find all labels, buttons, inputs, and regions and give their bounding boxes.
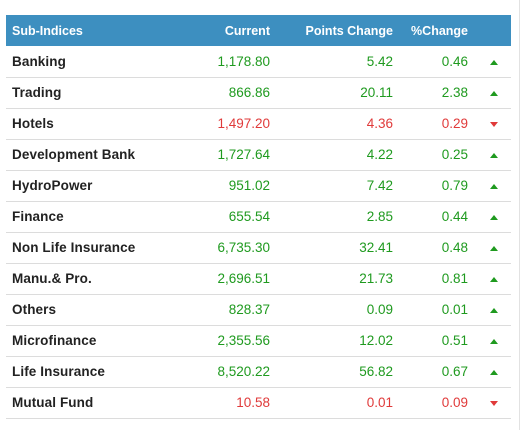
- table-row[interactable]: Others 828.37 0.09 0.01: [6, 294, 511, 325]
- current-value: 1,727.64: [217, 147, 270, 162]
- panel-right-border: [519, 0, 520, 430]
- points-change-value: 5.42: [366, 53, 393, 69]
- table-row[interactable]: Development Bank 1,727.64 4.22 0.25: [6, 139, 511, 170]
- trend-cell: [468, 356, 511, 387]
- points-change-value: 56.82: [359, 364, 393, 379]
- sub-index-name[interactable]: Others: [12, 302, 57, 317]
- column-header-points-change[interactable]: Points Change: [305, 23, 393, 38]
- arrow-up-icon: [489, 369, 498, 375]
- pct-change-value: 0.29: [441, 116, 468, 131]
- table-row[interactable]: Trading 866.86 20.11 2.38: [6, 77, 511, 108]
- pct-change-value: 0.48: [441, 240, 468, 255]
- sub-indices-table: Sub-Indices Current Points Change %Chang…: [6, 15, 511, 419]
- pct-change-value: 0.46: [441, 53, 468, 69]
- sub-indices-table-container: Sub-Indices Current Points Change %Chang…: [6, 15, 511, 419]
- pct-change-value: 0.44: [441, 209, 468, 224]
- table-row[interactable]: HydroPower 951.02 7.42 0.79: [6, 170, 511, 201]
- sub-index-name[interactable]: Hotels: [12, 116, 54, 131]
- trend-cell: [468, 139, 511, 170]
- pct-change-value: 0.79: [441, 178, 468, 193]
- points-change-value: 20.11: [360, 85, 393, 100]
- trend-cell: [468, 77, 511, 108]
- table-row[interactable]: Life Insurance 8,520.22 56.82 0.67: [6, 356, 511, 387]
- table-header: Sub-Indices Current Points Change %Chang…: [6, 15, 511, 46]
- sub-index-name[interactable]: Trading: [12, 85, 62, 100]
- sub-index-name[interactable]: Finance: [12, 209, 64, 224]
- trend-cell: [468, 387, 511, 418]
- current-value: 828.37: [228, 302, 270, 317]
- trend-cell: [468, 294, 511, 325]
- pct-change-value: 0.81: [441, 271, 468, 286]
- table-body: Banking 1,178.80 5.42 0.46 Trading 866.86 20.1…: [6, 46, 511, 418]
- arrow-down-icon: [489, 121, 498, 127]
- trend-cell: [468, 170, 511, 201]
- points-change-value: 2.85: [366, 209, 393, 224]
- pct-change-value: 0.67: [441, 364, 468, 379]
- pct-change-value: 0.51: [441, 333, 468, 348]
- pct-change-value: 0.09: [441, 395, 468, 410]
- current-value: 866.86: [228, 85, 270, 100]
- trend-cell: [468, 263, 511, 294]
- table-row[interactable]: Hotels 1,497.20 4.36 0.29: [6, 108, 511, 139]
- arrow-up-icon: [489, 307, 498, 313]
- column-header-pct-change[interactable]: %Change: [411, 23, 468, 38]
- points-change-value: 32.41: [359, 240, 393, 255]
- arrow-up-icon: [489, 90, 498, 96]
- trend-cell: [468, 201, 511, 232]
- arrow-up-icon: [489, 183, 498, 189]
- current-value: 8,520.22: [217, 364, 270, 379]
- current-value: 10.58: [236, 395, 270, 410]
- sub-index-name[interactable]: Non Life Insurance: [12, 240, 136, 255]
- sub-index-name[interactable]: Microfinance: [12, 333, 97, 348]
- sub-index-name[interactable]: Manu.& Pro.: [12, 271, 92, 286]
- sub-index-name[interactable]: Life Insurance: [12, 364, 105, 379]
- column-header-trend: [468, 15, 511, 46]
- trend-cell: [468, 232, 511, 263]
- arrow-up-icon: [489, 214, 498, 220]
- sub-index-name[interactable]: Mutual Fund: [12, 395, 94, 410]
- table-row[interactable]: Banking 1,178.80 5.42 0.46: [6, 46, 511, 77]
- table-row[interactable]: Finance 655.54 2.85 0.44: [6, 201, 511, 232]
- points-change-value: 0.01: [366, 395, 393, 410]
- arrow-down-icon: [489, 400, 498, 406]
- current-value: 2,696.51: [217, 271, 270, 286]
- current-value: 1,497.20: [217, 116, 270, 131]
- sub-index-name[interactable]: Banking: [12, 53, 66, 69]
- current-value: 6,735.30: [217, 240, 270, 255]
- table-row[interactable]: Mutual Fund 10.58 0.01 0.09: [6, 387, 511, 418]
- points-change-value: 7.42: [366, 178, 393, 193]
- arrow-up-icon: [489, 152, 498, 158]
- trend-cell: [468, 325, 511, 356]
- header-row: Sub-Indices Current Points Change %Chang…: [6, 15, 511, 46]
- pct-change-value: 2.38: [441, 85, 468, 100]
- trend-cell: [468, 108, 511, 139]
- current-value: 2,355.56: [217, 333, 270, 348]
- points-change-value: 4.36: [366, 116, 393, 131]
- arrow-up-icon: [489, 338, 498, 344]
- column-header-current[interactable]: Current: [224, 23, 270, 38]
- table-row[interactable]: Microfinance 2,355.56 12.02 0.51: [6, 325, 511, 356]
- current-value: 655.54: [228, 209, 270, 224]
- pct-change-value: 0.01: [441, 302, 468, 317]
- arrow-up-icon: [489, 59, 498, 65]
- sub-index-name[interactable]: HydroPower: [12, 178, 93, 193]
- current-value: 1,178.80: [217, 53, 270, 69]
- pct-change-value: 0.25: [441, 147, 468, 162]
- arrow-up-icon: [489, 245, 498, 251]
- table-row[interactable]: Non Life Insurance 6,735.30 32.41 0.48: [6, 232, 511, 263]
- column-header-sub-indices[interactable]: Sub-Indices: [12, 23, 83, 38]
- sub-index-name[interactable]: Development Bank: [12, 147, 136, 162]
- points-change-value: 21.73: [359, 271, 393, 286]
- points-change-value: 4.22: [366, 147, 393, 162]
- trend-cell: [468, 46, 511, 77]
- current-value: 951.02: [228, 178, 270, 193]
- arrow-up-icon: [489, 276, 498, 282]
- points-change-value: 12.02: [359, 333, 393, 348]
- points-change-value: 0.09: [366, 302, 393, 317]
- table-row[interactable]: Manu.& Pro. 2,696.51 21.73 0.81: [6, 263, 511, 294]
